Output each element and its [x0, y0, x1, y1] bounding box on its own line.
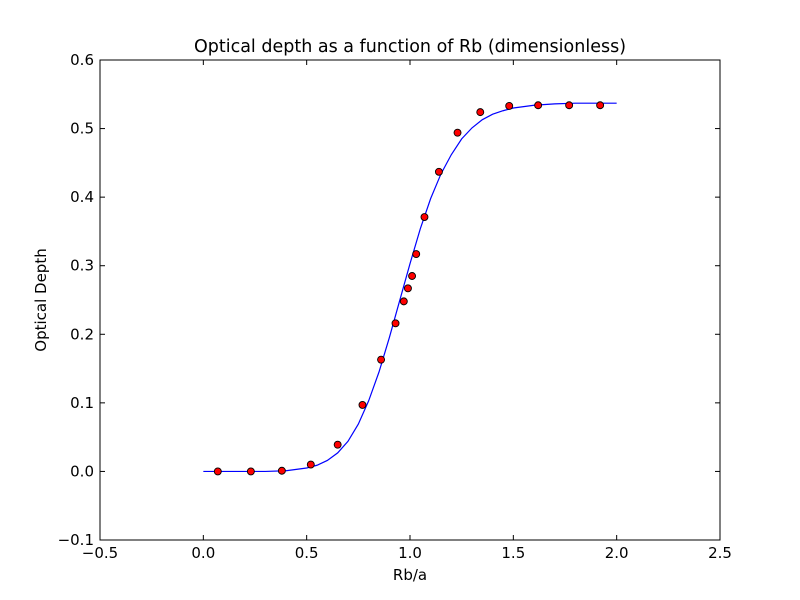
data-point	[377, 355, 386, 364]
x-tick-label: 0.0	[191, 544, 215, 562]
data-point	[505, 101, 514, 110]
y-tick-label: −0.1	[58, 531, 94, 549]
y-axis-label: Optical Depth	[32, 248, 50, 351]
x-tick-label: 2.5	[708, 544, 732, 562]
data-point	[391, 319, 400, 328]
y-tick-label: 0.1	[70, 394, 94, 412]
y-tick-label: 0.2	[70, 325, 94, 343]
y-tick-label: 0.6	[70, 51, 94, 69]
data-point	[213, 467, 222, 476]
data-point	[358, 400, 367, 409]
data-point	[596, 101, 605, 110]
data-point	[534, 101, 543, 110]
x-ticks: −0.5 0.0 0.5 1.0 1.5 2.0 2.5	[82, 60, 732, 562]
data-point	[277, 466, 286, 475]
data-point	[246, 467, 255, 476]
x-tick-label: −0.5	[82, 544, 118, 562]
y-tick-label: 0.0	[70, 462, 94, 480]
x-tick-label: 2.0	[605, 544, 629, 562]
data-point	[565, 101, 574, 110]
curve-layer	[203, 102, 617, 473]
y-tick-label: 0.3	[70, 257, 94, 275]
data-point	[412, 250, 421, 259]
data-point	[453, 128, 462, 137]
data-point	[434, 167, 443, 176]
fit-curve-line	[203, 102, 617, 473]
data-point	[403, 284, 412, 293]
data-point	[408, 272, 417, 280]
y-ticks: −0.1 0.0 0.1 0.2 0.3 0.4 0.5 0.6	[58, 51, 720, 549]
data-point	[420, 213, 429, 221]
data-point	[333, 440, 342, 449]
x-tick-label: 0.5	[295, 544, 319, 562]
y-tick-label: 0.5	[70, 120, 94, 138]
x-tick-label: 1.0	[398, 544, 422, 562]
points-layer	[213, 101, 605, 476]
x-axis-label: Rb/a	[393, 566, 427, 584]
x-tick-label: 1.5	[501, 544, 525, 562]
chart-title: Optical depth as a function of Rb (dimen…	[194, 37, 626, 57]
data-point	[399, 297, 408, 306]
data-point	[476, 108, 485, 117]
data-point	[306, 460, 315, 469]
y-tick-label: 0.4	[70, 188, 94, 206]
